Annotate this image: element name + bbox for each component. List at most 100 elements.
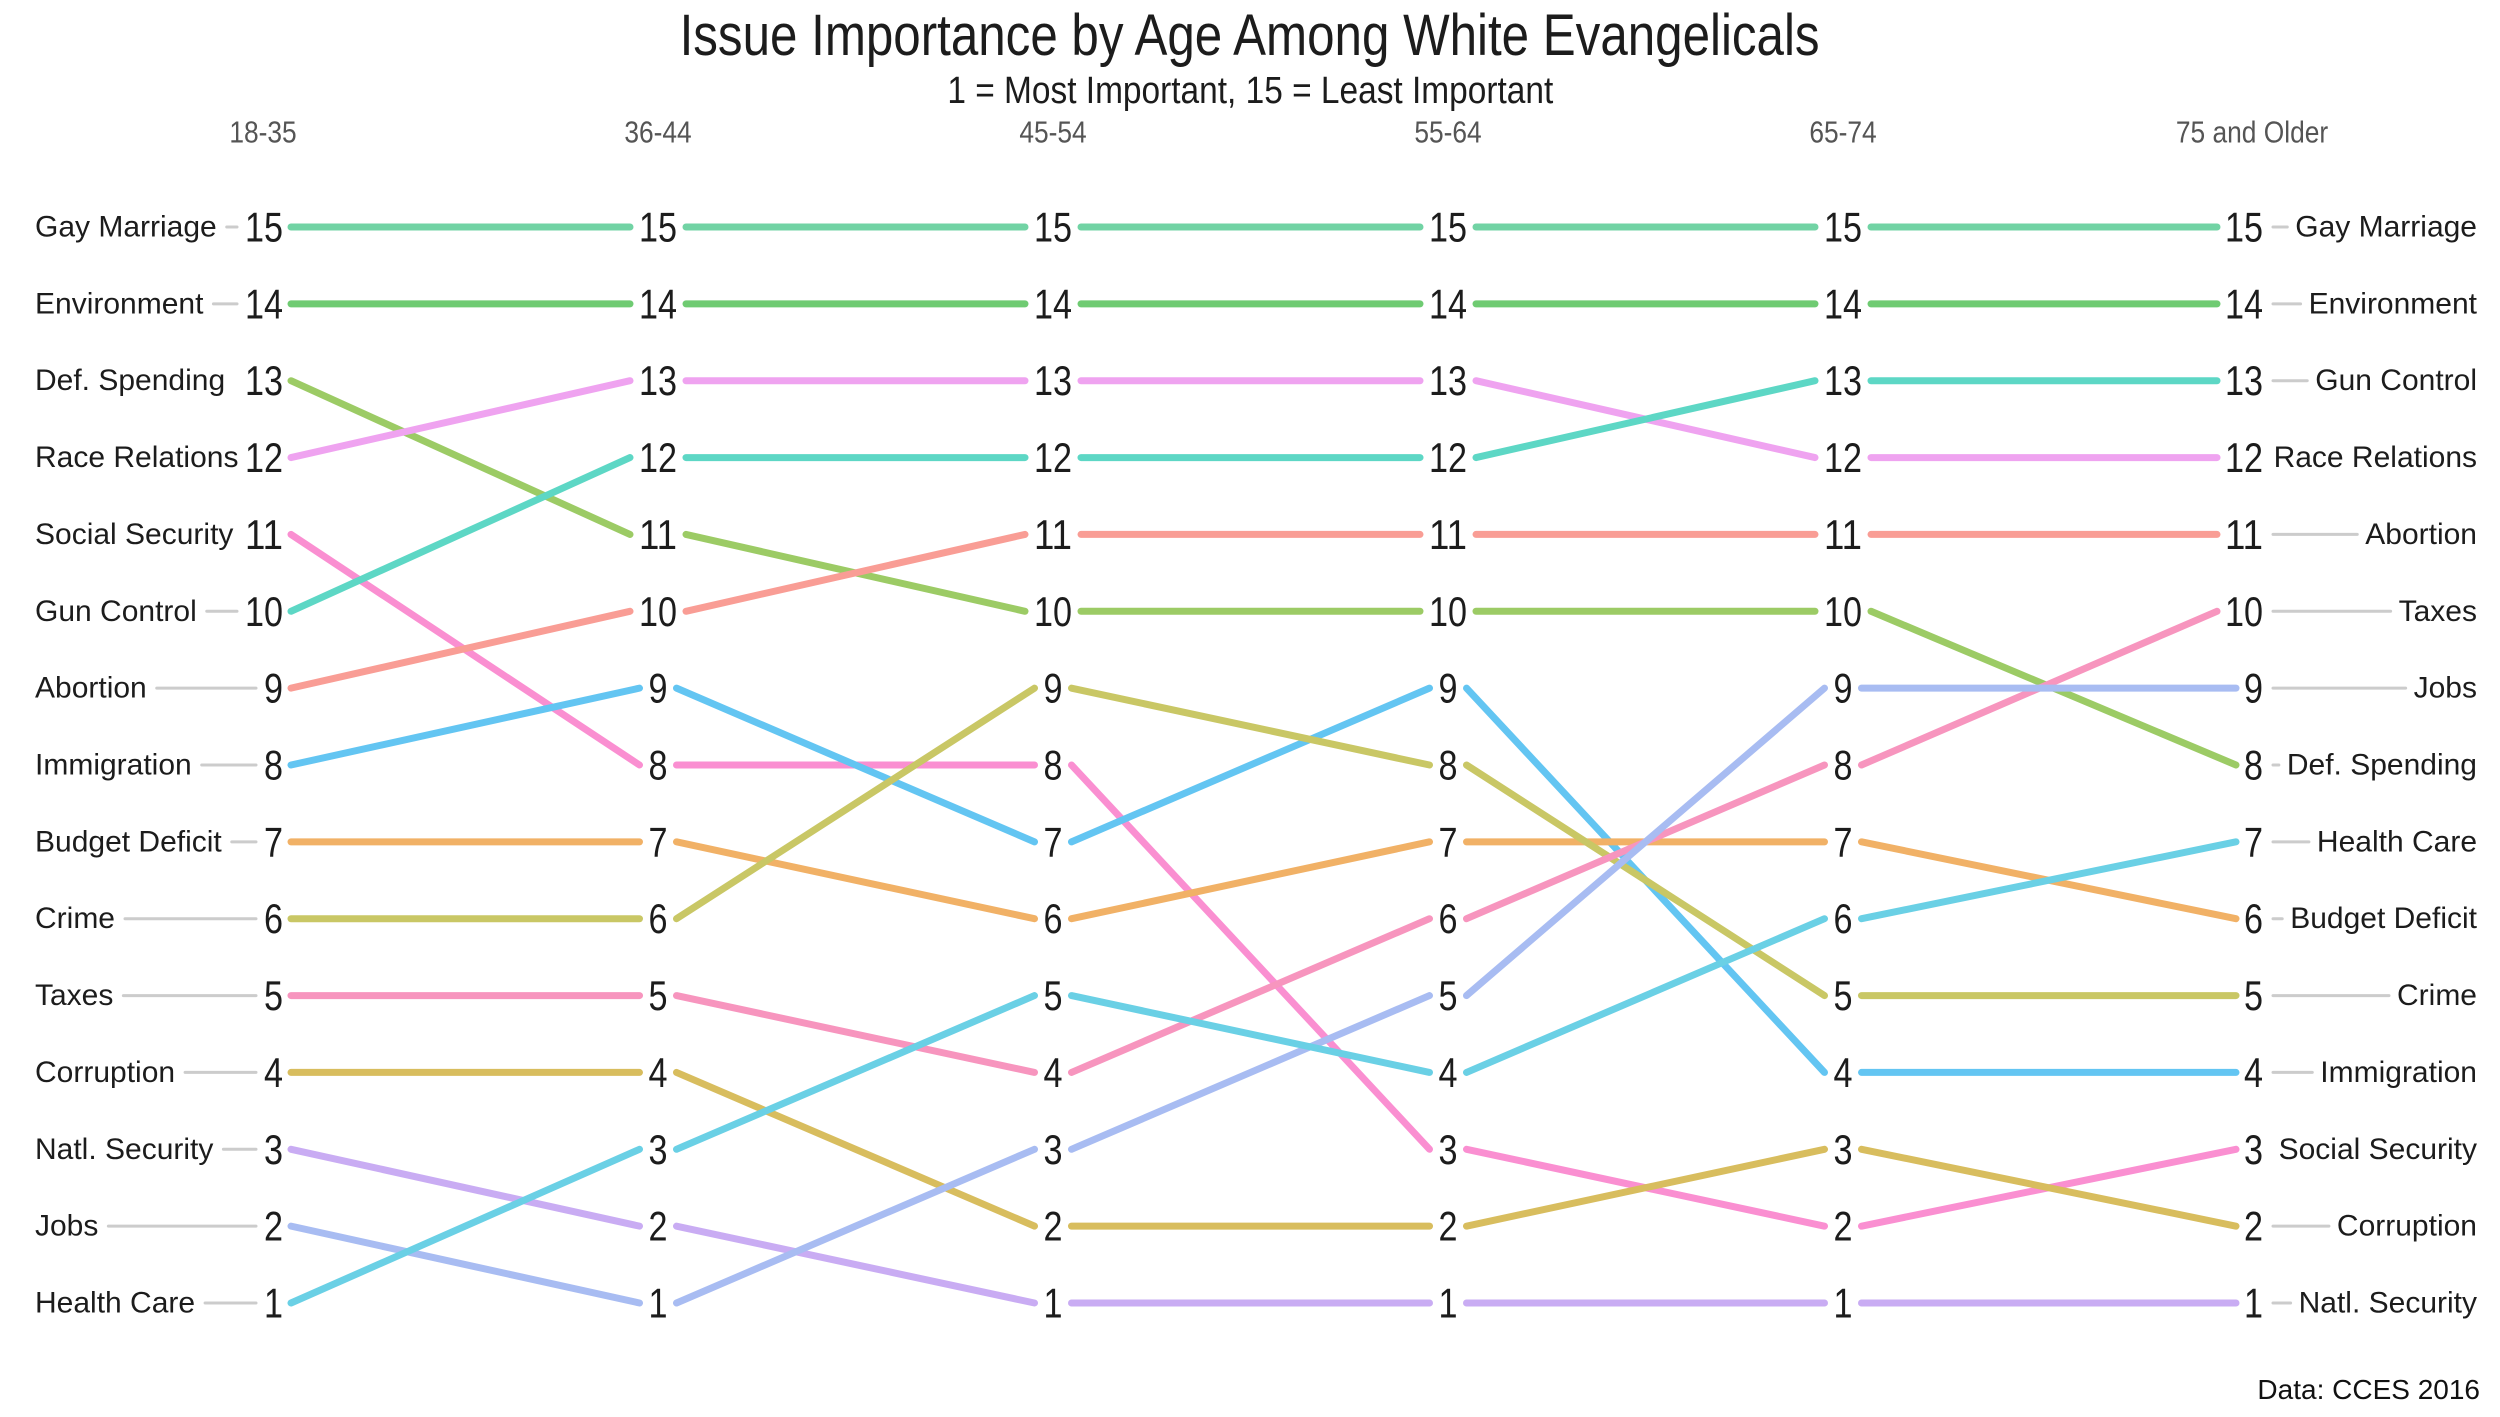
rank-value-natl-security-65-74: 1	[1834, 1279, 1853, 1326]
issue-label-right-abortion: Abortion	[2365, 518, 2477, 551]
series-segment-crime	[673, 684, 1038, 923]
issue-label-right-social-security: Social Security	[2279, 1133, 2477, 1166]
series-segment-jobs	[1068, 992, 1433, 1153]
rank-value-jobs-65-74: 9	[1834, 665, 1853, 712]
series-segment-budget-deficit	[673, 838, 1038, 923]
rank-value-jobs-75-and-older: 9	[2244, 665, 2263, 712]
rank-value-gun-control-36-44: 12	[639, 434, 677, 481]
column-header-75-and-older: 75 and Older	[2176, 116, 2329, 150]
series-segment-health-care	[287, 1145, 643, 1307]
rank-value-immigration-36-44: 9	[649, 665, 668, 712]
issue-label-right-corruption: Corruption	[2337, 1210, 2477, 1243]
rank-value-crime-65-74: 5	[1834, 972, 1853, 1019]
rank-value-gay-marriage-36-44: 15	[639, 204, 677, 251]
series-segment-health-care	[1858, 838, 2240, 923]
rank-value-gay-marriage-75-and-older: 15	[2225, 204, 2263, 251]
rank-value-gun-control-45-54: 12	[1034, 434, 1072, 481]
issue-label-left-crime: Crime	[35, 902, 115, 935]
issue-label-right-gun-control: Gun Control	[2315, 364, 2477, 397]
column-header-55-64: 55-64	[1414, 116, 1481, 150]
series-segment-def-spending	[287, 377, 634, 538]
issue-label-left-jobs: Jobs	[35, 1210, 98, 1243]
series-segment-social-security	[1068, 761, 1433, 1153]
series-segment-gun-control	[1472, 377, 1819, 462]
rank-value-taxes-75-and-older: 10	[2225, 588, 2263, 635]
rank-value-def-spending-65-74: 10	[1824, 588, 1862, 635]
rank-value-abortion-36-44: 10	[639, 588, 677, 635]
chart-subtitle: 1 = Most Important, 15 = Least Important	[947, 70, 1553, 112]
issue-label-left-health-care: Health Care	[35, 1286, 195, 1319]
rank-value-environment-75-and-older: 14	[2225, 280, 2263, 327]
rank-value-budget-deficit-75-and-older: 6	[2244, 895, 2263, 942]
issue-label-left-abortion: Abortion	[35, 672, 147, 705]
series-segment-corruption	[1463, 1145, 1828, 1230]
rank-value-taxes-55-64: 6	[1439, 895, 1458, 942]
rank-value-race-relations-18-35: 12	[245, 434, 283, 481]
issue-label-left-budget-deficit: Budget Deficit	[35, 825, 222, 858]
column-header-45-54: 45-54	[1019, 116, 1086, 150]
series-segment-budget-deficit	[1068, 838, 1433, 923]
rank-value-jobs-45-54: 3	[1044, 1126, 1063, 1173]
rank-value-natl-security-55-64: 1	[1439, 1279, 1458, 1326]
rank-value-gay-marriage-55-64: 15	[1429, 204, 1467, 251]
rank-value-def-spending-18-35: 13	[245, 357, 283, 404]
rank-value-jobs-55-64: 5	[1439, 972, 1458, 1019]
series-segment-health-care	[1463, 915, 1828, 1076]
rank-value-race-relations-36-44: 13	[639, 357, 677, 404]
rank-value-taxes-18-35: 5	[264, 972, 283, 1019]
rank-value-gay-marriage-18-35: 15	[245, 204, 283, 251]
rank-value-crime-45-54: 9	[1044, 665, 1063, 712]
series-segment-jobs	[673, 1145, 1038, 1307]
issue-label-left-gay-marriage: Gay Marriage	[35, 211, 217, 244]
rank-value-health-care-36-44: 3	[649, 1126, 668, 1173]
rank-value-crime-36-44: 6	[649, 895, 668, 942]
rank-value-crime-55-64: 8	[1439, 741, 1458, 788]
rank-value-health-care-18-35: 1	[264, 1279, 283, 1326]
rank-value-immigration-45-54: 7	[1044, 818, 1063, 865]
issue-label-right-race-relations: Race Relations	[2274, 441, 2477, 474]
rank-value-def-spending-55-64: 10	[1429, 588, 1467, 635]
issue-label-left-immigration: Immigration	[35, 748, 192, 781]
data-source-note: Data: CCES 2016	[2257, 1374, 2480, 1405]
rank-value-gun-control-75-and-older: 13	[2225, 357, 2263, 404]
rank-value-taxes-36-44: 5	[649, 972, 668, 1019]
column-header-36-44: 36-44	[624, 116, 691, 150]
rank-value-environment-36-44: 14	[639, 280, 677, 327]
rank-value-corruption-45-54: 2	[1044, 1203, 1063, 1250]
rank-value-health-care-65-74: 6	[1834, 895, 1853, 942]
rank-value-taxes-65-74: 8	[1834, 741, 1853, 788]
rank-value-social-security-55-64: 3	[1439, 1126, 1458, 1173]
issue-label-left-def-spending: Def. Spending	[35, 364, 225, 397]
rank-value-budget-deficit-36-44: 7	[649, 818, 668, 865]
rank-value-taxes-45-54: 4	[1044, 1049, 1063, 1096]
series-segment-gun-control	[287, 454, 634, 615]
data-source-wrap: Data: CCES 2016	[2257, 1374, 2480, 1406]
issue-label-right-immigration: Immigration	[2320, 1056, 2477, 1089]
rank-value-gun-control-65-74: 13	[1824, 357, 1862, 404]
rank-value-environment-55-64: 14	[1429, 280, 1467, 327]
column-header-65-74: 65-74	[1809, 116, 1876, 150]
rank-value-corruption-18-35: 4	[264, 1049, 283, 1096]
rank-value-crime-18-35: 6	[264, 895, 283, 942]
series-segment-health-care	[1068, 992, 1433, 1076]
rank-value-immigration-18-35: 8	[264, 741, 283, 788]
rank-value-gay-marriage-45-54: 15	[1034, 204, 1072, 251]
issue-label-left-social-security: Social Security	[35, 518, 233, 551]
rank-value-jobs-18-35: 2	[264, 1203, 283, 1250]
rank-value-race-relations-55-64: 13	[1429, 357, 1467, 404]
issue-label-left-race-relations: Race Relations	[35, 441, 238, 474]
rank-value-corruption-75-and-older: 2	[2244, 1203, 2263, 1250]
rank-value-corruption-36-44: 4	[649, 1049, 668, 1096]
rank-value-budget-deficit-45-54: 6	[1044, 895, 1063, 942]
rank-value-immigration-55-64: 9	[1439, 665, 1458, 712]
rank-value-abortion-55-64: 11	[1429, 511, 1467, 558]
rank-value-race-relations-75-and-older: 12	[2225, 434, 2263, 481]
rank-value-immigration-75-and-older: 4	[2244, 1049, 2263, 1096]
rank-value-natl-security-18-35: 3	[264, 1126, 283, 1173]
rank-value-social-security-45-54: 8	[1044, 741, 1063, 788]
series-segment-health-care	[673, 992, 1038, 1153]
rank-value-environment-65-74: 14	[1824, 280, 1862, 327]
rank-value-budget-deficit-18-35: 7	[264, 818, 283, 865]
rank-value-immigration-65-74: 4	[1834, 1049, 1853, 1096]
issue-label-left-environment: Environment	[35, 287, 204, 320]
